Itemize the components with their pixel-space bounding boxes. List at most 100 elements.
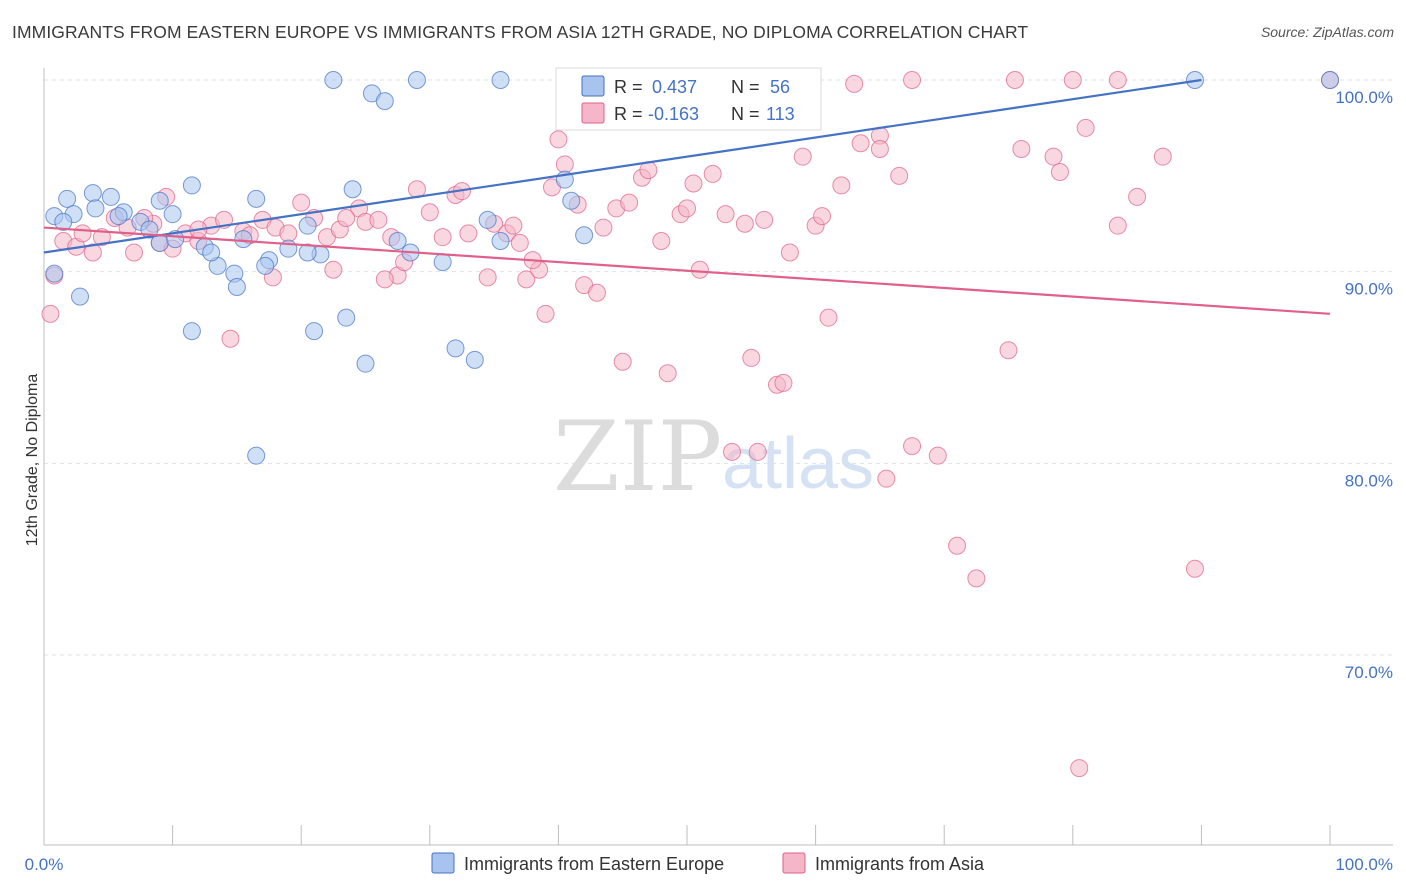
watermark-zip: ZIP <box>553 401 722 513</box>
asia-point <box>1185 559 1204 578</box>
eastern-europe-point <box>298 216 317 235</box>
asia-point <box>459 224 478 243</box>
asia-point <box>780 243 799 262</box>
y-tick-label: 90.0% <box>1345 280 1393 299</box>
eastern-europe-point <box>227 278 246 296</box>
asia-point <box>716 205 735 224</box>
asia-point <box>1153 147 1172 166</box>
eastern-europe-point <box>234 230 253 249</box>
eastern-europe-point <box>163 205 182 224</box>
asia-point <box>1012 140 1031 158</box>
eastern-europe-point <box>109 207 128 226</box>
asia-point <box>658 364 677 383</box>
eastern-europe-point <box>575 226 594 245</box>
asia-point <box>703 164 722 183</box>
asia-point <box>819 308 838 327</box>
eastern-europe-point <box>478 210 497 229</box>
asia-point <box>504 216 523 235</box>
legend-swatch-blue <box>581 75 605 97</box>
chart-title: IMMIGRANTS FROM EASTERN EUROPE VS IMMIGR… <box>12 22 1029 42</box>
asia-point <box>620 193 639 212</box>
asia-point <box>742 348 761 367</box>
eastern-europe-point <box>343 180 362 199</box>
watermark: ZIP atlas <box>553 401 874 513</box>
asia-point <box>555 155 574 174</box>
asia-point <box>735 214 754 233</box>
eastern-europe-point <box>86 199 105 218</box>
eastern-europe-point <box>58 189 77 208</box>
asia-point <box>420 203 439 222</box>
asia-point <box>1063 71 1082 89</box>
asia-point <box>1108 216 1127 235</box>
asia-point <box>755 210 774 229</box>
asia-point <box>41 304 60 323</box>
asia-point <box>948 536 967 555</box>
asia-point <box>125 243 144 262</box>
asia-point <box>748 442 767 461</box>
asia-point <box>1050 163 1069 181</box>
eastern-europe-point <box>247 189 266 208</box>
eastern-europe-point <box>388 232 407 250</box>
asia-point <box>337 209 356 227</box>
y-tick-label: 80.0% <box>1345 471 1393 490</box>
asia-point <box>1044 147 1063 166</box>
eastern-europe-point <box>298 243 317 262</box>
asia-point <box>73 224 92 243</box>
asia-point <box>870 140 889 158</box>
eastern-europe-point <box>247 446 266 465</box>
asia-point <box>292 193 311 212</box>
axes <box>43 68 1393 846</box>
eastern-europe-point <box>54 212 73 231</box>
eastern-europe-point <box>150 191 169 210</box>
asia-point <box>478 268 497 287</box>
eastern-europe-point <box>433 253 452 272</box>
legend-n-value-1: 56 <box>770 77 790 97</box>
series-eastern-europe <box>45 71 1339 465</box>
asia-point <box>774 373 793 392</box>
asia-point <box>549 130 568 149</box>
legend-r-label-1: R = <box>614 77 643 97</box>
y-tick-label: 100.0% <box>1335 88 1393 107</box>
eastern-europe-point <box>407 71 426 89</box>
trend-lines <box>43 78 1331 315</box>
legend-swatch-eastern-europe <box>431 852 455 874</box>
asia-point <box>613 352 632 371</box>
asia-point <box>903 71 922 89</box>
legend-r-label-2: R = <box>614 104 643 124</box>
eastern-europe-point <box>446 339 465 358</box>
y-axis-label: 12th Grade, No Diploma <box>24 374 41 547</box>
asia-point <box>279 224 298 243</box>
asia-point <box>375 270 394 289</box>
watermark-atlas: atlas <box>722 424 874 504</box>
legend-swatch-asia <box>782 852 806 874</box>
series-legend: Immigrants from Eastern Europe Immigrant… <box>431 852 985 874</box>
asia-point <box>369 210 388 229</box>
asia-point <box>594 218 613 237</box>
asia-point <box>1108 71 1127 89</box>
eastern-europe-point <box>491 71 510 89</box>
eastern-europe-point <box>305 322 324 341</box>
asia-point <box>536 304 555 323</box>
trend-line-asia <box>43 226 1331 315</box>
asia-point <box>1070 759 1089 778</box>
stats-legend: R = 0.437 N = 56 R = -0.163 N = 113 <box>555 67 822 131</box>
asia-point <box>324 260 343 279</box>
trend-line-eastern-europe <box>43 78 1202 254</box>
eastern-europe-point <box>71 287 90 306</box>
eastern-europe-point <box>182 176 201 195</box>
eastern-europe-point <box>1321 71 1339 89</box>
asia-point <box>510 233 529 252</box>
asia-point <box>684 174 703 193</box>
asia-point <box>967 569 986 588</box>
x-tick-label: 0.0% <box>25 855 64 874</box>
asia-point <box>1005 71 1024 89</box>
y-tick-label: 70.0% <box>1345 663 1393 682</box>
eastern-europe-point <box>356 354 375 373</box>
eastern-europe-point <box>166 230 185 249</box>
asia-point <box>813 207 832 226</box>
source-credit: Source: ZipAtlas.com <box>1260 24 1394 40</box>
legend-n-label-2: N = <box>731 104 760 124</box>
asia-point <box>587 283 606 302</box>
asia-point <box>83 243 102 262</box>
